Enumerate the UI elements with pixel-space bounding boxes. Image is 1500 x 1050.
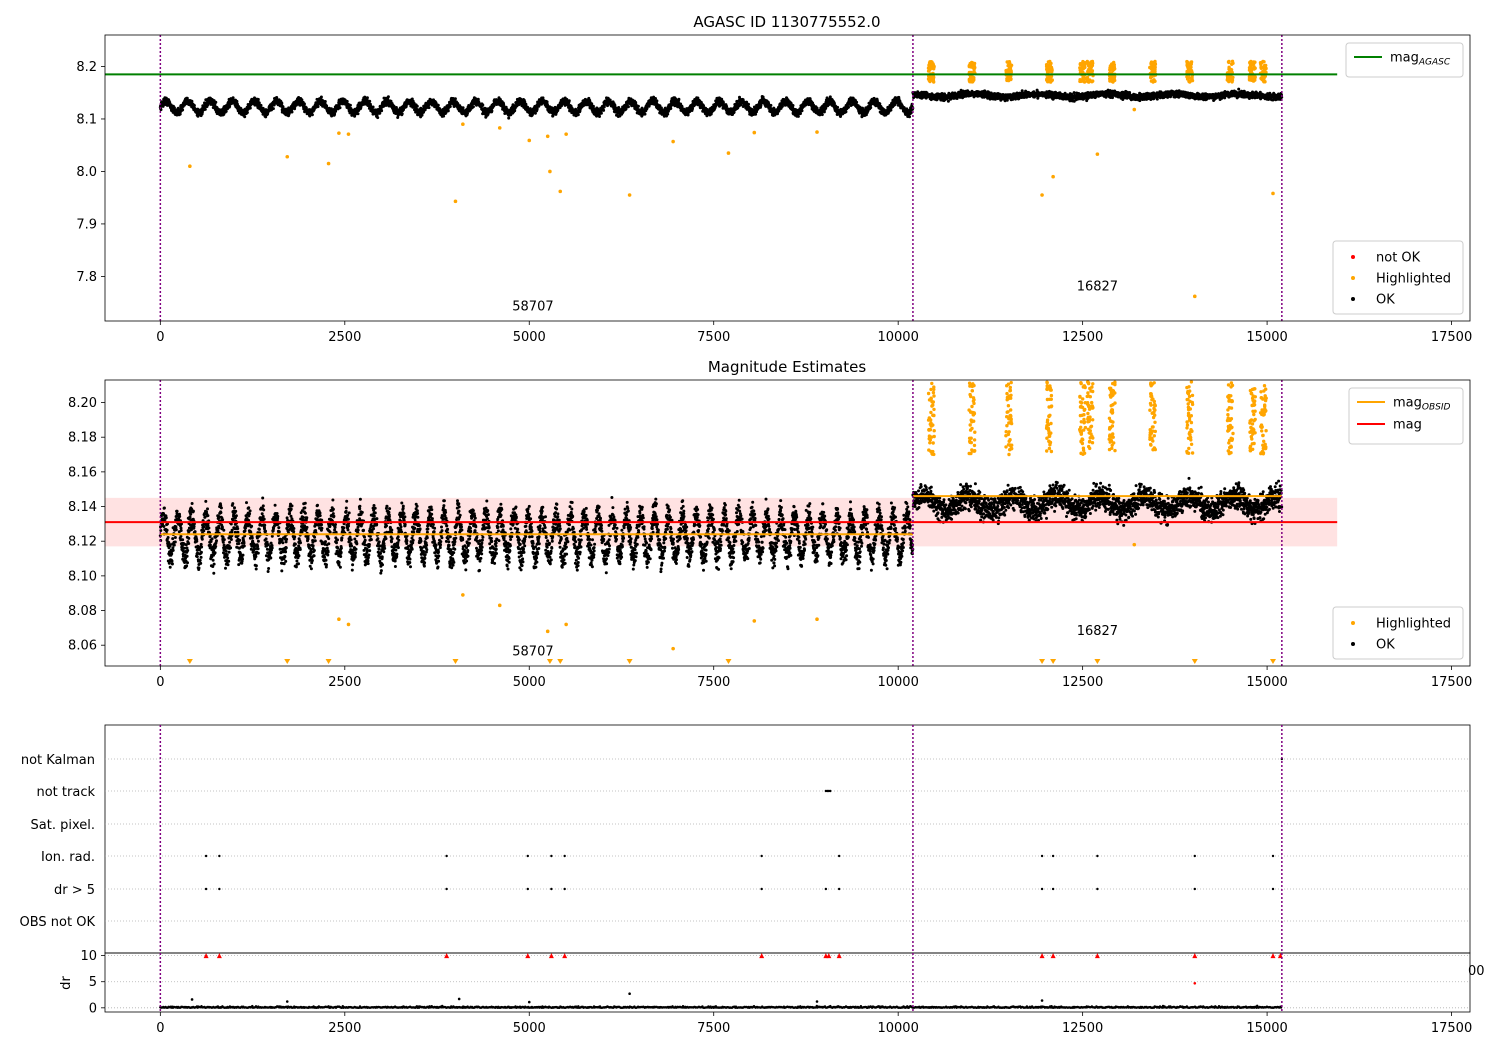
- ok-point: [365, 96, 369, 100]
- ok-point: [257, 101, 261, 105]
- ok-point: [290, 110, 294, 114]
- ok-point: [541, 96, 545, 100]
- ok-point: [436, 103, 440, 107]
- ok-point: [599, 111, 603, 115]
- ok-point: [567, 99, 571, 103]
- ok-point: [453, 97, 457, 101]
- ok-point: [820, 113, 824, 117]
- ok-point: [245, 111, 249, 114]
- ok-point: [513, 109, 517, 113]
- ok-point: [214, 100, 218, 104]
- ok-point: [448, 105, 452, 108]
- ok-point: [378, 111, 382, 115]
- ok-point: [271, 107, 275, 111]
- ok-point: [677, 97, 681, 101]
- ok-point: [869, 106, 873, 110]
- ok-point: [181, 108, 185, 112]
- ok-point: [319, 95, 323, 99]
- ok-point: [747, 102, 750, 106]
- ok-point: [300, 98, 304, 102]
- ok-point: [380, 109, 384, 113]
- ok-point: [836, 105, 840, 109]
- ok-point: [185, 96, 189, 100]
- ok-point: [323, 100, 327, 103]
- ok-point: [490, 109, 494, 113]
- ok-point: [796, 114, 800, 118]
- ok-point: [275, 96, 279, 99]
- ok-point: [400, 112, 404, 116]
- ok-point: [666, 112, 670, 116]
- ok-point: [415, 104, 419, 108]
- ok-point: [754, 112, 758, 116]
- ok-point: [368, 99, 372, 103]
- ok-point: [846, 105, 850, 109]
- ok-point: [855, 100, 859, 104]
- ok-point: [172, 106, 176, 110]
- ok-point: [316, 105, 320, 109]
- plot-area: [105, 35, 1338, 321]
- ok-point: [235, 99, 239, 103]
- ok-point: [800, 109, 804, 113]
- ok-point: [461, 106, 465, 110]
- ok-point: [686, 113, 690, 117]
- ok-point: [371, 105, 375, 109]
- ok-point: [310, 113, 314, 117]
- ok-point: [643, 112, 647, 116]
- ok-point: [168, 100, 172, 104]
- ok-point: [791, 104, 795, 107]
- ok-point: [769, 103, 773, 107]
- ok-point: [302, 102, 306, 106]
- ok-point: [602, 108, 606, 112]
- ok-point: [617, 106, 621, 109]
- ok-point: [178, 112, 182, 116]
- ok-point: [420, 113, 424, 117]
- ok-point: [655, 99, 659, 103]
- ok-point: [626, 105, 630, 109]
- ok-point: [338, 106, 342, 110]
- ok-point: [376, 116, 380, 120]
- ok-point: [427, 106, 431, 110]
- agasc-magnitude-panel: AGASC ID 1130775552.0 58707168277.87.98.…: [76, 13, 1472, 345]
- ok-point: [329, 107, 333, 111]
- ok-point: [256, 97, 260, 101]
- ok-point: [192, 104, 196, 107]
- ok-point: [386, 95, 390, 99]
- ok-point: [446, 109, 450, 113]
- ok-point: [908, 115, 911, 119]
- ok-point: [243, 115, 247, 119]
- ok-point: [356, 112, 360, 116]
- ok-point: [669, 107, 673, 110]
- ok-point: [822, 110, 826, 114]
- ok-point: [507, 116, 511, 120]
- ok-point: [203, 107, 207, 111]
- ok-point: [348, 103, 352, 107]
- ok-point: [624, 107, 628, 111]
- ok-point: [345, 99, 349, 103]
- ok-point: [844, 110, 848, 114]
- ok-point: [759, 104, 763, 108]
- ok-point: [248, 106, 252, 110]
- ok-point: [325, 104, 329, 108]
- panel-title: AGASC ID 1130775552.0: [693, 13, 880, 31]
- ok-point: [293, 107, 297, 111]
- ok-point: [545, 100, 549, 104]
- ok-point: [471, 105, 475, 109]
- ok-point: [231, 96, 235, 100]
- ok-point: [228, 105, 232, 108]
- ok-point: [798, 112, 802, 116]
- ok-point: [259, 103, 263, 107]
- ok-point: [190, 99, 194, 103]
- ok-point: [598, 115, 601, 118]
- ok-point: [280, 101, 284, 105]
- ok-point: [636, 104, 640, 108]
- ok-point: [333, 112, 337, 116]
- ok-point: [576, 113, 580, 117]
- ok-point: [224, 109, 228, 113]
- ok-point: [481, 103, 485, 107]
